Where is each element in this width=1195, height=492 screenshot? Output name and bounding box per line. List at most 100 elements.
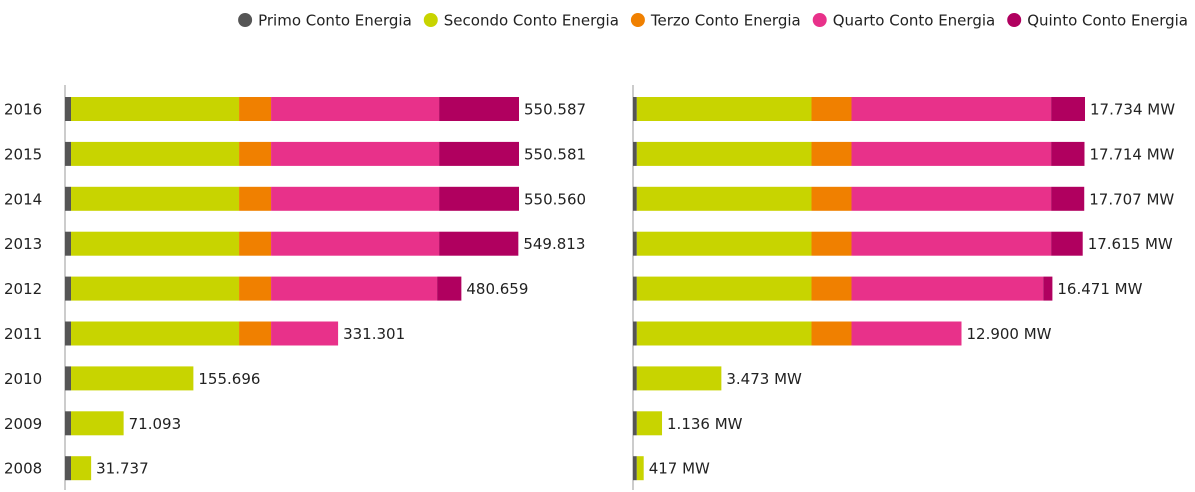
total-label: 155.696 <box>198 370 260 388</box>
bar-segment <box>239 141 272 166</box>
bar-segment <box>633 456 637 481</box>
total-label: 3.473 MW <box>726 370 802 388</box>
total-label: 1.136 MW <box>667 415 743 433</box>
bar-segment <box>271 231 440 256</box>
bar-segment <box>65 411 72 436</box>
total-label: 16.471 MW <box>1057 280 1142 298</box>
y-tick-label: 2014 <box>4 190 42 208</box>
bar-segment <box>811 321 852 346</box>
total-label: 17.707 MW <box>1089 190 1174 208</box>
legend-marker <box>238 13 253 27</box>
y-tick-label: 2008 <box>4 460 42 478</box>
bar-segment <box>636 456 644 481</box>
bar-segment <box>811 97 852 121</box>
total-label: 17.615 MW <box>1088 235 1173 253</box>
total-label: 480.659 <box>466 280 528 298</box>
legend-marker <box>812 13 827 27</box>
bar-segment <box>1043 276 1053 301</box>
bar-segment <box>71 321 240 346</box>
legend-marker <box>630 13 645 27</box>
bar-segment <box>636 411 663 436</box>
bar-segment <box>1051 231 1083 256</box>
bar-segment <box>633 186 637 211</box>
legend-label: Secondo Conto Energia <box>444 12 619 30</box>
bar-segment <box>439 231 519 256</box>
legend-label: Quinto Conto Energia <box>1027 12 1188 30</box>
y-tick-label: 2012 <box>4 280 42 298</box>
bar-segment <box>851 141 1052 166</box>
total-label: 550.587 <box>524 101 586 119</box>
bar-segment <box>1051 141 1085 166</box>
bar-segment <box>65 456 72 481</box>
bar-segment <box>636 276 812 301</box>
y-tick-label: 2015 <box>4 145 42 163</box>
bar-segment <box>811 186 852 211</box>
bar-segment <box>71 411 124 436</box>
bar-segment <box>271 97 440 121</box>
bar-segment <box>633 276 637 301</box>
bar-segment <box>71 231 240 256</box>
bar-segment <box>439 97 519 121</box>
bar-segment <box>851 231 1052 256</box>
y-tick-label: 2016 <box>4 101 42 119</box>
bar-segment <box>71 276 240 301</box>
bar-segment <box>1051 186 1085 211</box>
bar-segment <box>271 186 440 211</box>
bar-segment <box>271 141 440 166</box>
bar-segment <box>851 276 1044 301</box>
bar-segment <box>851 186 1052 211</box>
legend-label: Primo Conto Energia <box>258 12 412 30</box>
bar-segment <box>633 141 637 166</box>
bar-segment <box>633 321 637 346</box>
total-label: 417 MW <box>649 460 710 478</box>
bar-segment <box>71 186 240 211</box>
total-label: 550.560 <box>524 190 586 208</box>
total-label: 549.813 <box>523 235 585 253</box>
bar-segment <box>811 141 852 166</box>
y-tick-label: 2009 <box>4 415 42 433</box>
bar-segment <box>811 231 852 256</box>
bar-segment <box>271 321 339 346</box>
bar-segment <box>239 321 272 346</box>
bar-segment <box>636 366 722 391</box>
bar-segment <box>636 186 812 211</box>
bar-segment <box>636 321 812 346</box>
bar-segment <box>851 321 962 346</box>
bar-segment <box>65 97 72 121</box>
bar-segment <box>633 366 637 391</box>
y-tick-label: 2013 <box>4 235 42 253</box>
bar-segment <box>636 231 812 256</box>
bar-segment <box>65 231 72 256</box>
legend-marker <box>1007 13 1022 27</box>
bar-segment <box>239 97 272 121</box>
bar-segment <box>65 186 72 211</box>
bar-segment <box>71 141 240 166</box>
bar-segment <box>65 366 72 391</box>
bar-segment <box>71 366 194 391</box>
y-tick-label: 2010 <box>4 370 42 388</box>
bar-segment <box>239 276 272 301</box>
total-label: 17.714 MW <box>1089 145 1174 163</box>
total-label: 17.734 MW <box>1090 101 1175 119</box>
bar-segment <box>633 411 637 436</box>
bar-segment <box>636 141 812 166</box>
total-label: 12.900 MW <box>966 325 1051 343</box>
total-label: 31.737 <box>96 460 149 478</box>
bar-segment <box>65 141 72 166</box>
bar-segment <box>239 186 272 211</box>
total-label: 331.301 <box>343 325 405 343</box>
bar-segment <box>71 456 92 481</box>
bar-segment <box>633 231 637 256</box>
bar-segment <box>636 97 812 121</box>
bar-segment <box>65 276 72 301</box>
bar-segment <box>271 276 438 301</box>
y-tick-label: 2011 <box>4 325 42 343</box>
legend-label: Terzo Conto Energia <box>650 12 801 30</box>
bar-segment <box>71 97 240 121</box>
bar-segment <box>851 97 1052 121</box>
total-label: 550.581 <box>524 145 586 163</box>
bar-segment <box>239 231 272 256</box>
bar-segment <box>65 321 72 346</box>
bar-segment <box>1051 97 1085 121</box>
